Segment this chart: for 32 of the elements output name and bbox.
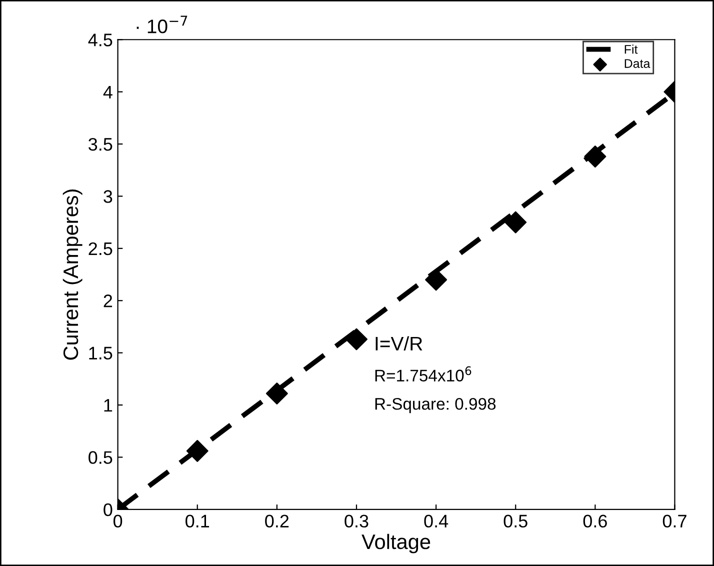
x-tick-label: 0.1 <box>186 514 210 528</box>
y-tick-label: 4 <box>103 86 112 98</box>
y-tick-label: 2 <box>104 294 112 308</box>
annotation: R-Square: 0.998 <box>375 398 496 414</box>
legend-label: Data <box>624 59 650 68</box>
y-tick-label: 0.5 <box>88 451 112 464</box>
x-tick-label: 0.5 <box>504 514 528 528</box>
text: · 10$^{−7}$ <box>136 16 188 34</box>
point <box>345 328 368 350</box>
x-tick-label: 0.6 <box>583 514 607 528</box>
legend-label: Fit <box>624 44 638 54</box>
y-tick-label: 2.5 <box>88 242 112 256</box>
annotation: R=1.754x10$^{6}$ <box>375 366 472 382</box>
y-tick-label: 3 <box>104 190 112 203</box>
x-tick-label: 0.7 <box>662 514 686 528</box>
annotation: I=V/R <box>376 336 422 351</box>
y-tick-label: 4.5 <box>88 34 112 46</box>
point <box>504 211 527 234</box>
x-tick-label: 0.2 <box>265 514 289 528</box>
y-tick-label: 1.5 <box>89 346 112 360</box>
x-axis-title: Voltage <box>362 534 430 554</box>
y-tick-label: 1 <box>104 399 112 412</box>
y-tick-label: 3.5 <box>88 138 112 151</box>
x-tick-label: 0.4 <box>424 514 448 528</box>
point <box>266 382 288 405</box>
y-tick-label: 0 <box>104 503 112 516</box>
point <box>425 268 448 291</box>
y-axis-title: Current (Amperes) <box>62 190 82 360</box>
point <box>186 440 208 462</box>
x-tick-label: 0.3 <box>344 514 368 528</box>
x-tick-label: 0 <box>113 514 122 528</box>
point <box>584 146 606 168</box>
